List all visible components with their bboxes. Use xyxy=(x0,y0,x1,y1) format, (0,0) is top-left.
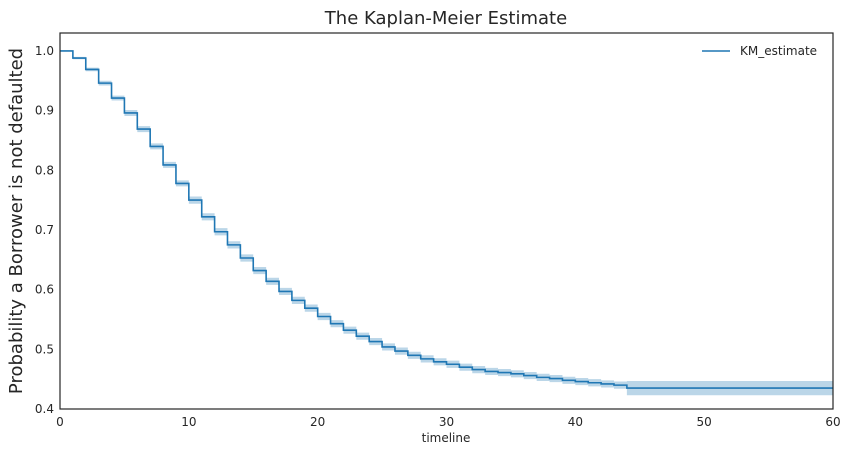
plot-frame xyxy=(59,32,834,410)
km-estimate-line xyxy=(60,50,833,389)
plot-area xyxy=(59,32,834,410)
y-axis-label: Probability a Borrower is not defaulted xyxy=(6,48,27,394)
y-tick-label: 0.4 xyxy=(35,402,54,416)
y-tick-label: 1.0 xyxy=(35,44,54,58)
x-tick-label: 10 xyxy=(181,415,196,429)
legend: KM_estimate xyxy=(702,44,817,58)
y-tick-label: 0.5 xyxy=(35,342,54,356)
y-axis: 0.4 0.5 0.6 0.7 0.8 0.9 1.0 xyxy=(35,44,54,416)
x-axis-label: timeline xyxy=(422,431,471,445)
x-tick-label: 20 xyxy=(310,415,325,429)
x-tick-label: 50 xyxy=(697,415,712,429)
y-tick-label: 0.7 xyxy=(35,223,54,237)
y-tick-label: 0.6 xyxy=(35,283,54,297)
x-tick-label: 40 xyxy=(568,415,583,429)
x-tick-label: 60 xyxy=(825,415,840,429)
chart-title: The Kaplan-Meier Estimate xyxy=(324,8,567,29)
legend-label: KM_estimate xyxy=(740,44,817,58)
confidence-band xyxy=(60,50,833,396)
y-tick-label: 0.8 xyxy=(35,163,54,177)
x-tick-label: 30 xyxy=(439,415,454,429)
y-tick-label: 0.9 xyxy=(35,104,54,118)
x-tick-label: 0 xyxy=(56,415,64,429)
x-axis: 0 10 20 30 40 50 60 xyxy=(56,415,840,429)
